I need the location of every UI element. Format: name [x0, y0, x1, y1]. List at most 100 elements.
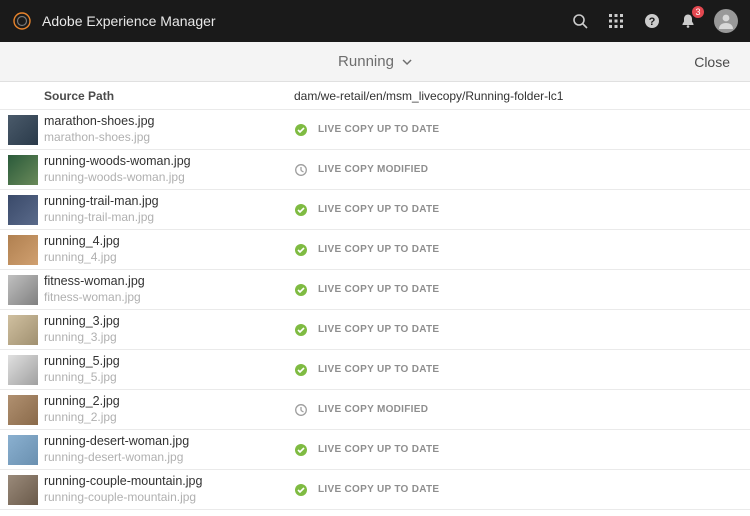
- asset-names: fitness-woman.jpgfitness-woman.jpg: [44, 274, 294, 305]
- asset-name: running_5.jpg: [44, 354, 294, 370]
- notification-badge: 3: [692, 6, 704, 18]
- check-circle-icon: [294, 243, 308, 257]
- asset-thumbnail: [8, 315, 38, 345]
- clock-icon: [294, 163, 308, 177]
- check-circle-icon: [294, 483, 308, 497]
- asset-name: running-woods-woman.jpg: [44, 154, 294, 170]
- asset-row[interactable]: running_3.jpgrunning_3.jpg LIVE COPY UP T…: [0, 310, 750, 350]
- asset-names: running-desert-woman.jpgrunning-desert-w…: [44, 434, 294, 465]
- status-cell: LIVE COPY MODIFIED: [294, 403, 750, 417]
- clock-icon: [294, 403, 308, 417]
- status-cell: LIVE COPY UP TO DATE: [294, 283, 750, 297]
- asset-thumbnail: [8, 155, 38, 185]
- status-text: LIVE COPY UP TO DATE: [318, 284, 439, 295]
- asset-subname: running-trail-man.jpg: [44, 210, 294, 225]
- help-icon[interactable]: ?: [642, 11, 662, 31]
- asset-list: marathon-shoes.jpgmarathon-shoes.jpg LIVE…: [0, 110, 750, 516]
- brand-name: Adobe Experience Manager: [42, 13, 216, 29]
- page-title: Running: [338, 53, 394, 70]
- asset-subname: running-desert-woman.jpg: [44, 450, 294, 465]
- chevron-down-icon: [402, 57, 412, 67]
- asset-row[interactable]: running-woods-woman.jpgrunning-woods-wom…: [0, 150, 750, 190]
- asset-names: running-couple-mountain.jpgrunning-coupl…: [44, 474, 294, 505]
- asset-names: running_3.jpgrunning_3.jpg: [44, 314, 294, 345]
- top-bar: Adobe Experience Manager ? 3: [0, 0, 750, 42]
- check-circle-icon: [294, 123, 308, 137]
- asset-thumbnail: [8, 275, 38, 305]
- check-circle-icon: [294, 363, 308, 377]
- search-icon[interactable]: [570, 11, 590, 31]
- asset-name: marathon-shoes.jpg: [44, 114, 294, 130]
- status-text: LIVE COPY UP TO DATE: [318, 364, 439, 375]
- asset-thumbnail: [8, 115, 38, 145]
- asset-row[interactable]: running-desert-woman.jpgrunning-desert-w…: [0, 430, 750, 470]
- sub-bar: Running Close: [0, 42, 750, 82]
- asset-name: fitness-woman.jpg: [44, 274, 294, 290]
- status-text: LIVE COPY UP TO DATE: [318, 324, 439, 335]
- status-cell: LIVE COPY UP TO DATE: [294, 203, 750, 217]
- asset-names: running-woods-woman.jpgrunning-woods-wom…: [44, 154, 294, 185]
- asset-row[interactable]: running-trail-man.jpgrunning-trail-man.j…: [0, 190, 750, 230]
- check-circle-icon: [294, 283, 308, 297]
- asset-names: running-trail-man.jpgrunning-trail-man.j…: [44, 194, 294, 225]
- status-text: LIVE COPY MODIFIED: [318, 404, 428, 415]
- status-text: LIVE COPY MODIFIED: [318, 164, 428, 175]
- asset-thumbnail: [8, 355, 38, 385]
- asset-subname: marathon-shoes.jpg: [44, 130, 294, 145]
- asset-subname: running_3.jpg: [44, 330, 294, 345]
- status-text: LIVE COPY UP TO DATE: [318, 244, 439, 255]
- asset-name: running_4.jpg: [44, 234, 294, 250]
- asset-thumbnail: [8, 235, 38, 265]
- brand: Adobe Experience Manager: [12, 11, 570, 31]
- status-cell: LIVE COPY UP TO DATE: [294, 123, 750, 137]
- status-text: LIVE COPY UP TO DATE: [318, 124, 439, 135]
- asset-thumbnail: [8, 475, 38, 505]
- check-circle-icon: [294, 443, 308, 457]
- asset-subname: fitness-woman.jpg: [44, 290, 294, 305]
- bell-icon[interactable]: 3: [678, 11, 698, 31]
- status-text: LIVE COPY UP TO DATE: [318, 204, 439, 215]
- status-cell: LIVE COPY UP TO DATE: [294, 323, 750, 337]
- status-cell: LIVE COPY MODIFIED: [294, 163, 750, 177]
- status-cell: LIVE COPY UP TO DATE: [294, 443, 750, 457]
- check-circle-icon: [294, 323, 308, 337]
- close-button[interactable]: Close: [674, 42, 750, 81]
- asset-names: marathon-shoes.jpgmarathon-shoes.jpg: [44, 114, 294, 145]
- adobe-logo-icon: [12, 11, 32, 31]
- asset-subname: running_5.jpg: [44, 370, 294, 385]
- close-label: Close: [694, 54, 730, 70]
- avatar[interactable]: [714, 9, 738, 33]
- status-cell: LIVE COPY UP TO DATE: [294, 363, 750, 377]
- asset-row[interactable]: fitness-woman.jpgfitness-woman.jpg LIVE C…: [0, 270, 750, 310]
- asset-subname: running_4.jpg: [44, 250, 294, 265]
- asset-subname: running-woods-woman.jpg: [44, 170, 294, 185]
- status-cell: LIVE COPY UP TO DATE: [294, 243, 750, 257]
- asset-row[interactable]: running_5.jpgrunning_5.jpg LIVE COPY UP T…: [0, 350, 750, 390]
- asset-subname: running_2.jpg: [44, 410, 294, 425]
- apps-grid-icon[interactable]: [606, 11, 626, 31]
- asset-name: running_2.jpg: [44, 394, 294, 410]
- asset-name: running-trail-man.jpg: [44, 194, 294, 210]
- top-actions: ? 3: [570, 9, 738, 33]
- asset-row[interactable]: marathon-shoes.jpgmarathon-shoes.jpg LIVE…: [0, 110, 750, 150]
- check-circle-icon: [294, 203, 308, 217]
- asset-names: running_4.jpgrunning_4.jpg: [44, 234, 294, 265]
- asset-thumbnail: [8, 395, 38, 425]
- header-source: Source Path: [44, 89, 294, 103]
- asset-subname: running-couple-mountain.jpg: [44, 490, 294, 505]
- asset-row[interactable]: running-couple-mountain.jpgrunning-coupl…: [0, 470, 750, 510]
- asset-names: running_2.jpgrunning_2.jpg: [44, 394, 294, 425]
- asset-name: running-desert-woman.jpg: [44, 434, 294, 450]
- column-headers: Source Path dam/we-retail/en/msm_livecop…: [0, 82, 750, 110]
- status-text: LIVE COPY UP TO DATE: [318, 484, 439, 495]
- page-title-dropdown[interactable]: Running: [338, 53, 412, 70]
- asset-thumbnail: [8, 435, 38, 465]
- asset-name: running_3.jpg: [44, 314, 294, 330]
- svg-text:?: ?: [649, 16, 656, 28]
- status-cell: LIVE COPY UP TO DATE: [294, 483, 750, 497]
- status-text: LIVE COPY UP TO DATE: [318, 444, 439, 455]
- asset-row[interactable]: running_2.jpgrunning_2.jpg LIVE COPY MODI…: [0, 390, 750, 430]
- asset-row[interactable]: running_4.jpgrunning_4.jpg LIVE COPY UP T…: [0, 230, 750, 270]
- header-path: dam/we-retail/en/msm_livecopy/Running-fo…: [294, 89, 750, 103]
- asset-names: running_5.jpgrunning_5.jpg: [44, 354, 294, 385]
